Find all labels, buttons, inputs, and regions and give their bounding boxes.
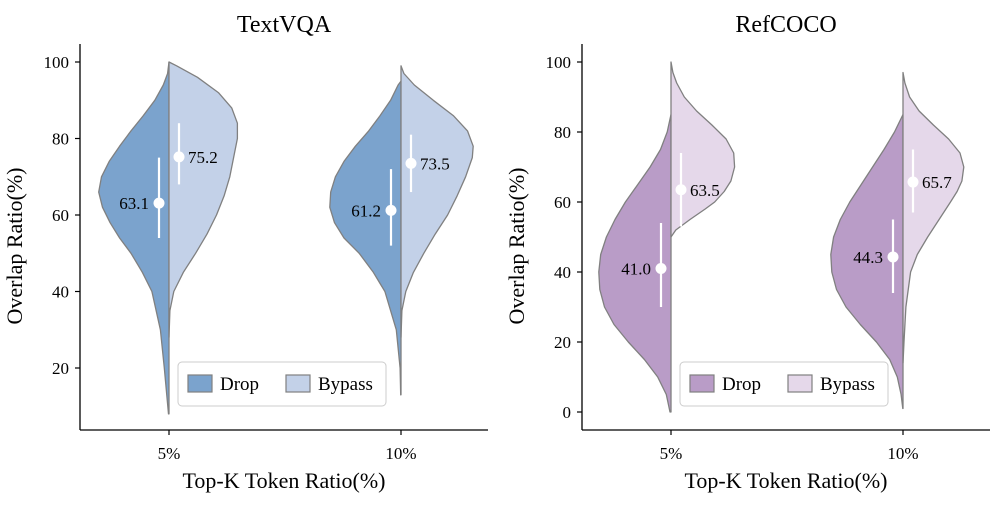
bypass-legend-label: Bypass <box>318 374 373 395</box>
bypass-mean-label-10pct: 73.5 <box>420 154 450 173</box>
legend-box <box>679 361 889 407</box>
y-tick-label: 100 <box>44 53 70 72</box>
drop-mean-point-10pct <box>887 251 899 263</box>
violin-layer: 41.0 44.3 63.5 65.7 <box>598 61 965 413</box>
bypass-mean-label-5pct: 63.5 <box>690 181 720 200</box>
y-axis-label: Overlap Ratio(%) <box>504 168 529 325</box>
bypass-violin-10pct <box>400 65 474 339</box>
refcoco-panel: RefCOCO Overlap Ratio(%) Top-K Token Rat… <box>504 12 990 493</box>
drop-legend-label: Drop <box>220 374 259 395</box>
y-axis-label: Overlap Ratio(%) <box>2 168 27 325</box>
y-tick-label: 0 <box>563 403 572 422</box>
legend: Drop Bypass <box>177 361 387 407</box>
drop-mean-point-5pct <box>655 263 667 274</box>
bypass-mean-label-10pct: 65.7 <box>922 173 952 192</box>
y-tick-label: 40 <box>52 283 69 302</box>
x-tick-label: 5% <box>660 444 683 463</box>
drop-legend-swatch <box>689 374 715 393</box>
legend-box <box>177 361 387 407</box>
y-tick-label: 60 <box>554 193 571 212</box>
y-tick-label: 80 <box>52 130 69 149</box>
x-axis-label: Top-K Token Ratio(%) <box>684 468 887 493</box>
drop-mean-point-5pct <box>153 197 165 209</box>
bypass-mean-point-5pct <box>173 151 185 163</box>
bypass-mean-point-5pct <box>675 184 687 196</box>
bypass-violin-10pct <box>902 71 965 364</box>
bypass-mean-point-10pct <box>405 157 417 169</box>
drop-mean-label-5pct: 63.1 <box>119 194 149 213</box>
textvqa-panel: TextVQA Overlap Ratio(%) Top-K Token Rat… <box>2 12 488 493</box>
y-tick-label: 40 <box>554 263 571 282</box>
drop-violin-5pct <box>598 113 672 413</box>
y-tick-label: 20 <box>52 359 69 378</box>
legend: Drop Bypass <box>679 361 889 407</box>
bypass-violin-5pct <box>168 61 239 339</box>
chart-title: TextVQA <box>237 12 332 38</box>
y-tick-label: 100 <box>546 53 572 72</box>
axes-layer: 0 20 40 60 80 100 5% 10% <box>546 44 990 463</box>
bypass-legend-swatch <box>787 374 813 393</box>
drop-violin-5pct <box>98 61 170 415</box>
chart-title: RefCOCO <box>735 12 836 38</box>
violin-layer: 63.1 61.2 75.2 73.5 <box>98 61 474 415</box>
bypass-mean-label-5pct: 75.2 <box>188 148 218 167</box>
x-tick-label: 5% <box>158 444 181 463</box>
bypass-legend-swatch <box>285 374 311 393</box>
y-tick-label: 80 <box>554 123 571 142</box>
x-tick-label: 10% <box>887 444 918 463</box>
drop-mean-label-10pct: 61.2 <box>351 201 381 220</box>
drop-mean-label-10pct: 44.3 <box>853 248 883 267</box>
axes-layer: 20 40 60 80 100 5% 10% <box>44 44 488 463</box>
drop-legend-label: Drop <box>722 374 761 395</box>
drop-legend-swatch <box>187 374 213 393</box>
drop-mean-label-5pct: 41.0 <box>621 260 651 279</box>
bypass-legend-label: Bypass <box>820 374 875 395</box>
drop-violin-10pct <box>329 80 402 396</box>
bypass-mean-point-10pct <box>907 176 919 188</box>
drop-mean-point-10pct <box>385 204 397 216</box>
y-tick-label: 60 <box>52 206 69 225</box>
bypass-violin-5pct <box>670 61 736 238</box>
y-tick-label: 20 <box>554 333 571 352</box>
drop-violin-10pct <box>830 113 904 410</box>
x-axis-label: Top-K Token Ratio(%) <box>182 468 385 493</box>
x-tick-label: 10% <box>385 444 416 463</box>
